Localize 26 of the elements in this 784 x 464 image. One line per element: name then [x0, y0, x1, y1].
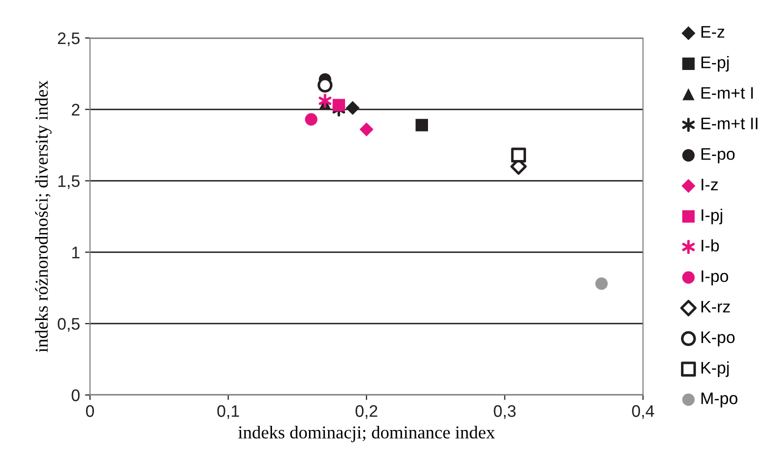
legend-label: I-pj — [702, 208, 722, 224]
legend-label: E-pj — [701, 56, 729, 72]
y-tick-label: 1 — [72, 246, 80, 258]
y-tick-label: 2,5 — [58, 32, 80, 46]
legend-label: I-b — [702, 239, 719, 252]
legend-label: E-m+t II — [701, 118, 758, 130]
legend-label: E-po — [701, 148, 735, 164]
x-tick-label: 0,4 — [632, 405, 654, 419]
x-tick-label: 0,2 — [356, 405, 378, 419]
y-tick-label: 0,5 — [58, 318, 80, 332]
x-tick-label: 0,3 — [494, 405, 516, 419]
legend-label: I-z — [702, 178, 718, 190]
legend-label: I-po — [702, 270, 728, 286]
legend-label: K-pj — [701, 361, 729, 377]
x-axis-title: indeks dominacji; dominance index — [238, 426, 495, 442]
y-tick-label: 2 — [72, 104, 80, 116]
y-axis-title: indeks różnorodności; diversity index — [35, 80, 52, 352]
x-tick-label: 0,1 — [217, 405, 240, 419]
legend-label: E-z — [701, 26, 724, 38]
legend-label: K-rz — [701, 300, 730, 312]
legend-label: M-po — [701, 392, 738, 408]
legend-label: E-m+t I — [701, 87, 753, 99]
x-tick-label: 0 — [86, 405, 94, 417]
y-tick-label: 0 — [72, 389, 80, 402]
y-tick-label: 1,5 — [58, 175, 80, 189]
legend-label: K-po — [701, 331, 735, 346]
